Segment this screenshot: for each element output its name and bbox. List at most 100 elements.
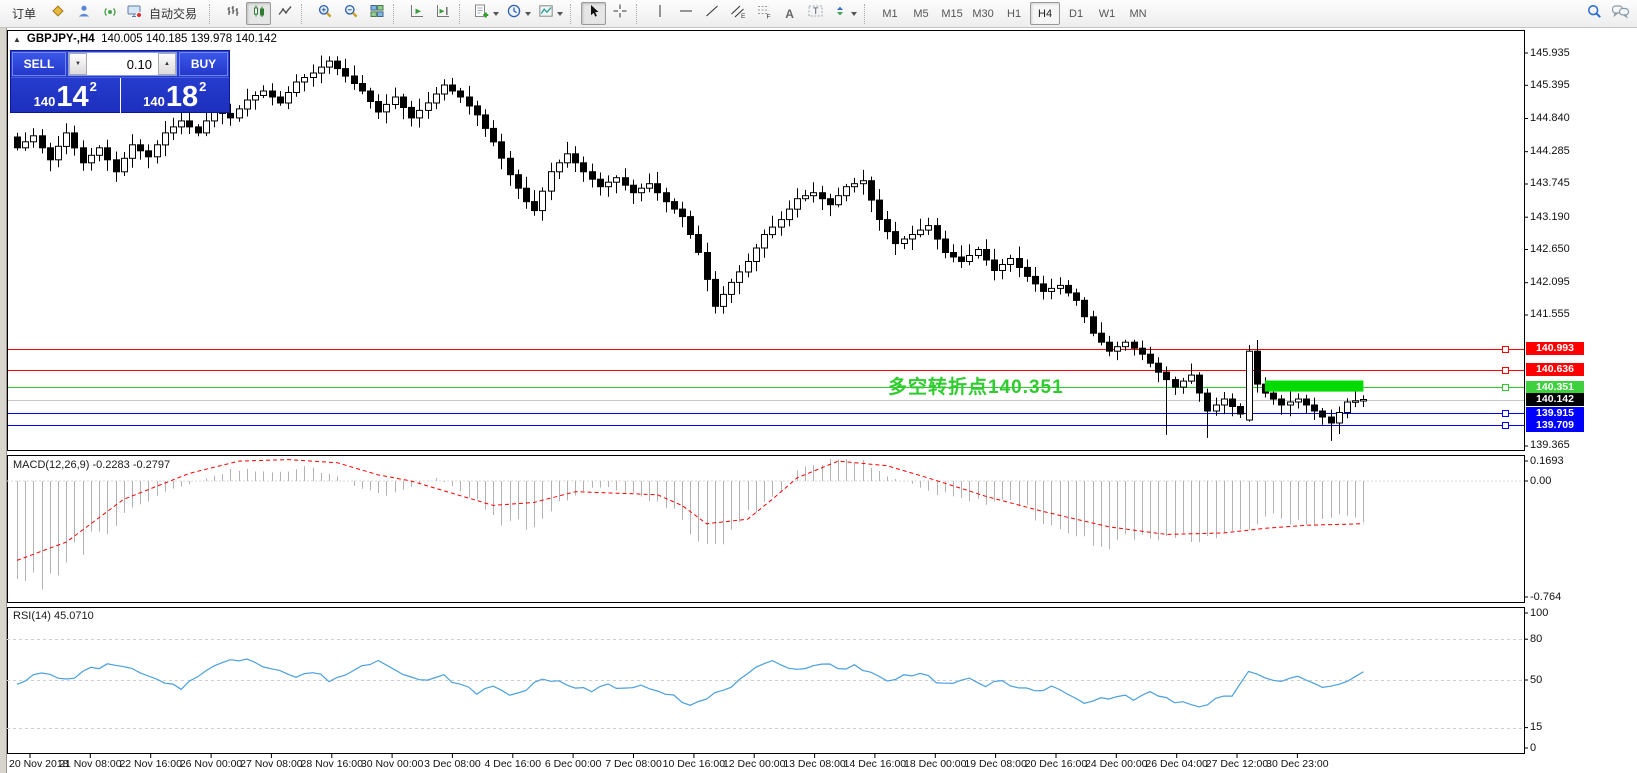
macd-pane[interactable] bbox=[7, 455, 1525, 603]
main-chart-pane[interactable] bbox=[7, 30, 1525, 451]
volume-decrease-button[interactable]: ▼ bbox=[69, 53, 87, 75]
periods-button[interactable] bbox=[503, 2, 534, 25]
template-icon bbox=[538, 3, 554, 24]
bar-chart-icon bbox=[225, 3, 241, 24]
horizontal-line-tool-button[interactable] bbox=[673, 2, 698, 25]
toolbar-separator bbox=[459, 3, 466, 24]
timeframe-button-m15[interactable]: M15 bbox=[941, 7, 963, 20]
line-chart-button[interactable] bbox=[272, 2, 297, 25]
chat-icon bbox=[1611, 3, 1630, 24]
indicators-button[interactable] bbox=[470, 2, 502, 25]
text-tool-button[interactable]: A bbox=[777, 2, 802, 25]
timeframe-button-m30[interactable]: M30 bbox=[972, 7, 994, 20]
buy-price-point: 2 bbox=[199, 79, 207, 94]
time-axis-label: 19 Dec 08:00 bbox=[964, 758, 1027, 770]
search-button[interactable] bbox=[1582, 2, 1607, 25]
trendline-tool-button[interactable] bbox=[699, 2, 724, 25]
price-level-badge-support: 139.709 bbox=[1526, 418, 1584, 432]
time-axis-label: 7 Dec 08:00 bbox=[605, 758, 662, 770]
timeframe-button-mn[interactable]: MN bbox=[1129, 7, 1147, 20]
buy-button[interactable]: BUY bbox=[179, 52, 228, 76]
time-axis-label: 20 Nov 2018 bbox=[9, 758, 69, 770]
new-order-label: 订单 bbox=[12, 7, 37, 21]
timeframe-button-m1[interactable]: M1 bbox=[882, 7, 898, 20]
fibonacci-icon: F bbox=[756, 3, 772, 24]
trade-panel-prices: 140 14 2 140 18 2 bbox=[11, 77, 229, 114]
toolbar-separator bbox=[636, 3, 643, 24]
timeframe-button-d1[interactable]: D1 bbox=[1069, 7, 1084, 20]
cursor-tool-button[interactable] bbox=[581, 2, 607, 25]
volume-input[interactable] bbox=[87, 53, 158, 75]
market-watch-button[interactable] bbox=[45, 2, 70, 25]
arrows-icon bbox=[832, 3, 848, 24]
arrows-tool-button[interactable] bbox=[829, 2, 860, 25]
time-axis-label: 22 Nov 16:00 bbox=[119, 758, 182, 770]
sell-button[interactable]: SELL bbox=[12, 52, 66, 76]
equidistant-channel-tool-button[interactable]: E bbox=[725, 2, 750, 25]
timeframe-button-h1[interactable]: H1 bbox=[1007, 7, 1022, 20]
vertical-line-tool-button[interactable] bbox=[647, 2, 672, 25]
zoom-in-button[interactable] bbox=[312, 2, 337, 25]
price-tick-label: 142.650 bbox=[1530, 242, 1570, 255]
data-window-button[interactable] bbox=[71, 2, 96, 25]
price-level-badge-pivot: 140.351 bbox=[1526, 380, 1584, 394]
autotrading-label: 自动交易 bbox=[149, 7, 198, 21]
signal-icon bbox=[102, 3, 118, 24]
tile-windows-button[interactable] bbox=[364, 2, 389, 25]
crosshair-tool-button[interactable] bbox=[607, 2, 632, 25]
price-tick-label: 143.745 bbox=[1530, 177, 1570, 190]
trade-panel-top-row: SELL ▼ ▲ BUY bbox=[11, 51, 229, 77]
time-axis-label: 26 Nov 00:00 bbox=[179, 758, 243, 770]
volume-increase-button[interactable]: ▲ bbox=[158, 53, 176, 75]
vertical-line-icon bbox=[652, 3, 668, 24]
chart-header: ▲ GBPJPY-,H4 140.005 140.185 139.978 140… bbox=[13, 33, 277, 45]
sell-price-big-figure: 140 bbox=[33, 94, 56, 109]
macd-tick-label: 0.1693 bbox=[1530, 454, 1564, 467]
toolbar-separator bbox=[864, 3, 871, 24]
templates-button[interactable] bbox=[535, 2, 566, 25]
svg-text:T: T bbox=[813, 6, 819, 16]
timeframe-button-w1[interactable]: W1 bbox=[1098, 7, 1116, 20]
volume-control: ▼ ▲ bbox=[68, 52, 177, 76]
time-axis-label: 13 Dec 08:00 bbox=[783, 758, 846, 770]
price-tick-label: 144.285 bbox=[1530, 145, 1570, 158]
timeframe-button-h4[interactable]: H4 bbox=[1030, 2, 1061, 25]
time-axis[interactable] bbox=[7, 755, 1525, 773]
channel-icon: E bbox=[730, 3, 746, 24]
zoom-out-button[interactable] bbox=[338, 2, 363, 25]
candlestick-chart-button[interactable] bbox=[246, 2, 272, 25]
cursor-arrow-icon bbox=[586, 3, 602, 24]
bar-chart-button[interactable] bbox=[220, 2, 245, 25]
price-level-badge-current-price: 140.142 bbox=[1526, 393, 1584, 407]
rsi-pane[interactable] bbox=[7, 607, 1525, 754]
symbol-title: GBPJPY-,H4 140.005 140.185 139.978 140.1… bbox=[27, 33, 277, 45]
new-order-button[interactable]: 订单 bbox=[4, 2, 44, 25]
toolbar-separator bbox=[301, 3, 308, 24]
dropdown-caret bbox=[525, 11, 532, 16]
ohlc-values: 140.005 140.185 139.978 140.142 bbox=[101, 33, 277, 45]
signal-button[interactable] bbox=[97, 2, 122, 25]
sell-price[interactable]: 140 14 2 bbox=[11, 78, 121, 114]
price-tick-label: 139.365 bbox=[1530, 439, 1570, 452]
toolbar-separator bbox=[393, 3, 400, 24]
fibonacci-tool-button[interactable]: F bbox=[751, 2, 776, 25]
timeframe-button-m5[interactable]: M5 bbox=[913, 7, 929, 20]
collapse-panel-icon[interactable]: ▲ bbox=[13, 34, 21, 44]
chat-button[interactable] bbox=[1608, 2, 1633, 25]
pivot-annotation-text[interactable]: 多空转折点140.351 bbox=[888, 377, 1064, 398]
autotrading-button[interactable]: 自动交易 bbox=[123, 2, 205, 25]
text-label-tool-button[interactable]: T bbox=[803, 2, 828, 25]
time-axis-label: 10 Dec 16:00 bbox=[662, 758, 726, 770]
time-axis-label: 14 Dec 16:00 bbox=[843, 758, 907, 770]
time-axis-label: 18 Dec 00:00 bbox=[904, 758, 967, 770]
auto-scroll-button[interactable] bbox=[404, 2, 429, 25]
autotrading-icon bbox=[126, 3, 144, 24]
buy-price[interactable]: 140 18 2 bbox=[121, 78, 230, 114]
toolbar-separator bbox=[209, 3, 216, 24]
sell-price-pips: 14 bbox=[56, 81, 89, 113]
indicators-icon bbox=[473, 3, 490, 24]
time-axis-label: 24 Dec 00:00 bbox=[1085, 758, 1148, 770]
chart-shift-button[interactable] bbox=[430, 2, 455, 25]
macd-label: MACD(12,26,9) -0.2283 -0.2797 bbox=[13, 459, 171, 471]
chart-shift-icon bbox=[435, 3, 451, 24]
